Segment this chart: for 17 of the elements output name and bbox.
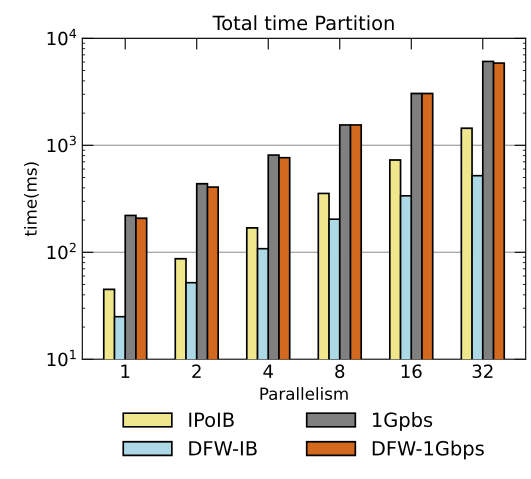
legend-label: 1Gpbs <box>373 412 432 431</box>
x-tick-label: 16 <box>402 364 422 378</box>
x-tick-label: 1 <box>121 364 130 378</box>
y-tick-label: 10$^{1}$ <box>48 350 76 366</box>
chart-title: Total time Partition <box>212 15 394 30</box>
legend-label: DFW-IB <box>189 441 257 456</box>
y-tick-label: 10$^{4}$ <box>48 28 76 46</box>
legend-label: DFW-1Gbps <box>372 440 484 460</box>
x-tick-label: 32 <box>472 364 492 378</box>
y-tick-label: 10$^{3}$ <box>48 136 76 152</box>
x-axis-title: Parallelism <box>260 387 348 400</box>
x-tick-label: 2 <box>192 364 201 378</box>
x-tick-label: 4 <box>263 364 273 378</box>
y-tick-label: 10$^{2}$ <box>48 242 76 260</box>
x-tick-label: 8 <box>335 364 344 378</box>
legend-label: IPoIB <box>189 412 234 428</box>
y-axis-title: time(ms) <box>24 162 39 236</box>
